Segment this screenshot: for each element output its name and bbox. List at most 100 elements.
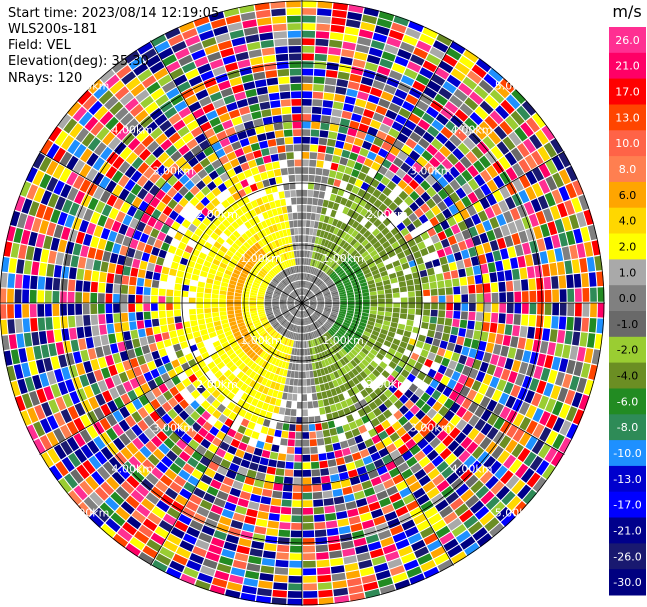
velocity-gate: [302, 303, 305, 310]
velocity-gate: [506, 313, 514, 325]
velocity-gate: [425, 174, 437, 186]
velocity-gate: [409, 415, 420, 426]
velocity-gate: [444, 279, 453, 288]
velocity-gate: [320, 255, 326, 262]
velocity-gate: [402, 173, 413, 184]
velocity-gate: [302, 348, 305, 356]
velocity-gate: [420, 392, 431, 403]
velocity-gate: [397, 323, 406, 330]
velocity-gate: [474, 405, 486, 418]
velocity-gate: [532, 408, 544, 423]
velocity-gate: [418, 475, 431, 487]
velocity-gate: [338, 312, 346, 317]
velocity-gate: [378, 403, 388, 413]
velocity-gate: [353, 252, 361, 260]
velocity-gate: [320, 122, 330, 131]
velocity-gate: [302, 144, 310, 152]
velocity-gate: [429, 47, 445, 60]
velocity-gate: [533, 365, 543, 380]
velocity-gate: [388, 394, 399, 404]
velocity-gate: [472, 265, 481, 275]
velocity-gate: [434, 93, 448, 106]
velocity-gate: [91, 325, 100, 337]
velocity-gate: [141, 252, 150, 262]
velocity-gate: [313, 260, 318, 268]
velocity-gate: [438, 60, 454, 74]
velocity-gate: [328, 542, 341, 551]
velocity-gate: [257, 464, 268, 473]
velocity-gate: [292, 485, 302, 492]
velocity-gate: [461, 229, 471, 240]
velocity-gate: [267, 520, 279, 529]
velocity-gate: [336, 79, 349, 88]
velocity-gate: [340, 366, 348, 375]
velocity-gate: [349, 73, 362, 83]
velocity-gate: [347, 310, 354, 314]
velocity-gate: [463, 258, 472, 268]
velocity-gate: [296, 197, 302, 205]
velocity-gate: [321, 264, 327, 271]
velocity-gate: [380, 472, 392, 483]
velocity-gate: [364, 355, 373, 364]
velocity-gate: [426, 449, 439, 461]
velocity-gate: [347, 307, 355, 311]
velocity-gate: [330, 364, 337, 372]
velocity-gate: [344, 281, 351, 287]
velocity-gate: [395, 505, 409, 517]
velocity-gate: [143, 287, 151, 295]
velocity-gate: [302, 174, 309, 182]
velocity-gate: [158, 249, 167, 259]
velocity-gate: [362, 455, 373, 465]
velocity-gate: [370, 295, 378, 300]
velocity-gate: [320, 368, 326, 376]
velocity-gate: [289, 424, 296, 432]
velocity-gate: [435, 273, 444, 281]
velocity-gate: [275, 468, 285, 476]
velocity-gate: [504, 269, 513, 281]
velocity-gate: [572, 331, 581, 346]
velocity-gate: [367, 320, 375, 326]
velocity-gate: [330, 473, 340, 482]
velocity-gate: [453, 88, 468, 102]
velocity-gate: [378, 333, 387, 340]
velocity-gate: [339, 291, 346, 295]
velocity-gate: [451, 371, 461, 382]
velocity-gate: [337, 164, 346, 173]
velocity-gate: [433, 241, 443, 251]
velocity-gate: [559, 289, 567, 302]
velocity-gate: [7, 319, 16, 334]
velocity-gate: [429, 281, 437, 289]
velocity-gate: [377, 294, 385, 299]
velocity-gate: [285, 144, 294, 152]
velocity-gate: [347, 81, 360, 91]
velocity-gate: [360, 76, 374, 87]
velocity-gate: [451, 352, 460, 362]
velocity-gate: [417, 334, 426, 343]
velocity-gate: [424, 162, 435, 174]
velocity-gate: [399, 405, 409, 415]
velocity-gate: [351, 169, 360, 178]
velocity-gate: [128, 312, 136, 322]
velocity-gate: [359, 226, 368, 235]
velocity-gate: [302, 515, 314, 523]
velocity-gate: [497, 323, 505, 335]
velocity-gate: [544, 355, 554, 369]
velocity-gate: [284, 221, 290, 229]
velocity-gate: [246, 563, 261, 572]
velocity-gate: [566, 423, 579, 440]
elevation-label: Elevation(deg): 35.30: [8, 54, 149, 69]
velocity-gate: [327, 217, 334, 225]
velocity-gate: [559, 303, 567, 316]
velocity-gate: [432, 413, 443, 424]
velocity-gate: [477, 210, 488, 222]
velocity-gate: [336, 220, 343, 229]
velocity-gate: [337, 248, 345, 256]
velocity-gate: [507, 246, 517, 258]
velocity-gate: [312, 339, 316, 347]
velocity-gate: [422, 342, 432, 352]
velocity-gate: [435, 132, 448, 145]
velocity-gate: [510, 384, 521, 398]
velocity-gate: [441, 466, 454, 479]
velocity-gate: [261, 109, 272, 118]
velocity-gate: [426, 408, 437, 419]
